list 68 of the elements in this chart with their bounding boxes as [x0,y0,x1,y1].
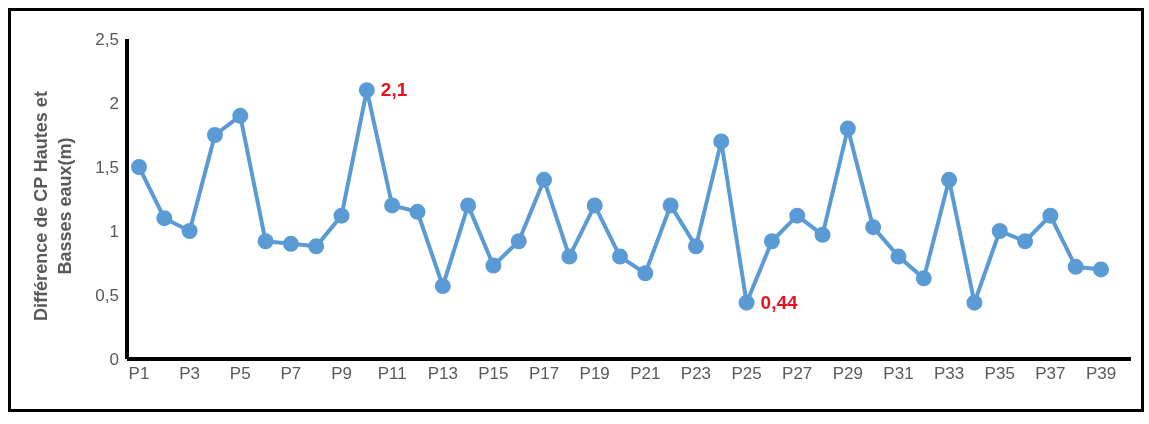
x-tick-label: P23 [680,364,712,384]
point [358,82,375,99]
x-tick-label: P21 [630,364,661,384]
point [662,197,679,214]
x-tick-label: P3 [179,364,201,384]
point [1067,258,1084,275]
point [282,235,299,252]
point [434,278,451,295]
point [586,197,603,214]
point [612,248,628,265]
x-tick-label: P1 [128,364,150,384]
point [460,197,477,214]
point [991,223,1008,239]
x-tick-label: P11 [377,364,407,384]
x-tick-label: P5 [229,364,251,384]
x-tick-label: P31 [883,364,914,384]
x-tick-label: P15 [478,364,509,384]
point [763,233,780,250]
x-tick-label: P33 [933,364,965,384]
y-tick-label: 0,5 [95,286,119,306]
x-tick-label: P39 [1085,364,1117,384]
point [966,294,983,311]
point [384,197,401,214]
point [814,226,831,243]
x-tick-label: P13 [427,364,458,384]
point [156,210,173,227]
point [865,219,882,236]
point [409,203,426,220]
x-tick-label: P9 [331,364,352,384]
point [915,270,932,287]
point [738,294,755,311]
y-tick-label: 2 [109,94,119,114]
point [206,127,223,143]
point [713,133,730,150]
point [637,265,654,282]
point [181,223,198,239]
y-tick-label: 1 [109,222,119,242]
point [941,171,958,188]
y-axis-title: Différence de CP Hautes et Basses eaux(m) [30,90,76,323]
point [561,248,578,265]
point [1093,261,1109,278]
x-tick-label: P17 [528,364,560,384]
x-tick-label: P37 [1035,364,1066,384]
point [789,207,806,224]
y-tick-label: 2,5 [95,30,119,50]
x-tick-label: P35 [984,364,1015,384]
point [839,120,856,137]
data-label: 2,1 [380,79,408,101]
point [333,207,350,224]
point [131,159,147,175]
point [308,238,325,255]
point [232,107,249,124]
point [890,248,907,265]
point [510,233,527,250]
point [257,233,274,250]
y-tick-label: 0 [109,350,119,370]
point [485,257,502,274]
point [536,171,553,188]
data-label: 0,44 [760,291,798,313]
y-tick-label: 1,5 [95,158,119,178]
x-tick-label: P25 [731,364,762,384]
x-tick-label: P27 [782,364,813,384]
point [1017,233,1034,250]
x-tick-label: P29 [832,364,863,384]
point [1042,207,1059,224]
x-tick-label: P19 [579,364,610,384]
point [687,238,704,255]
x-tick-label: P7 [280,364,302,384]
